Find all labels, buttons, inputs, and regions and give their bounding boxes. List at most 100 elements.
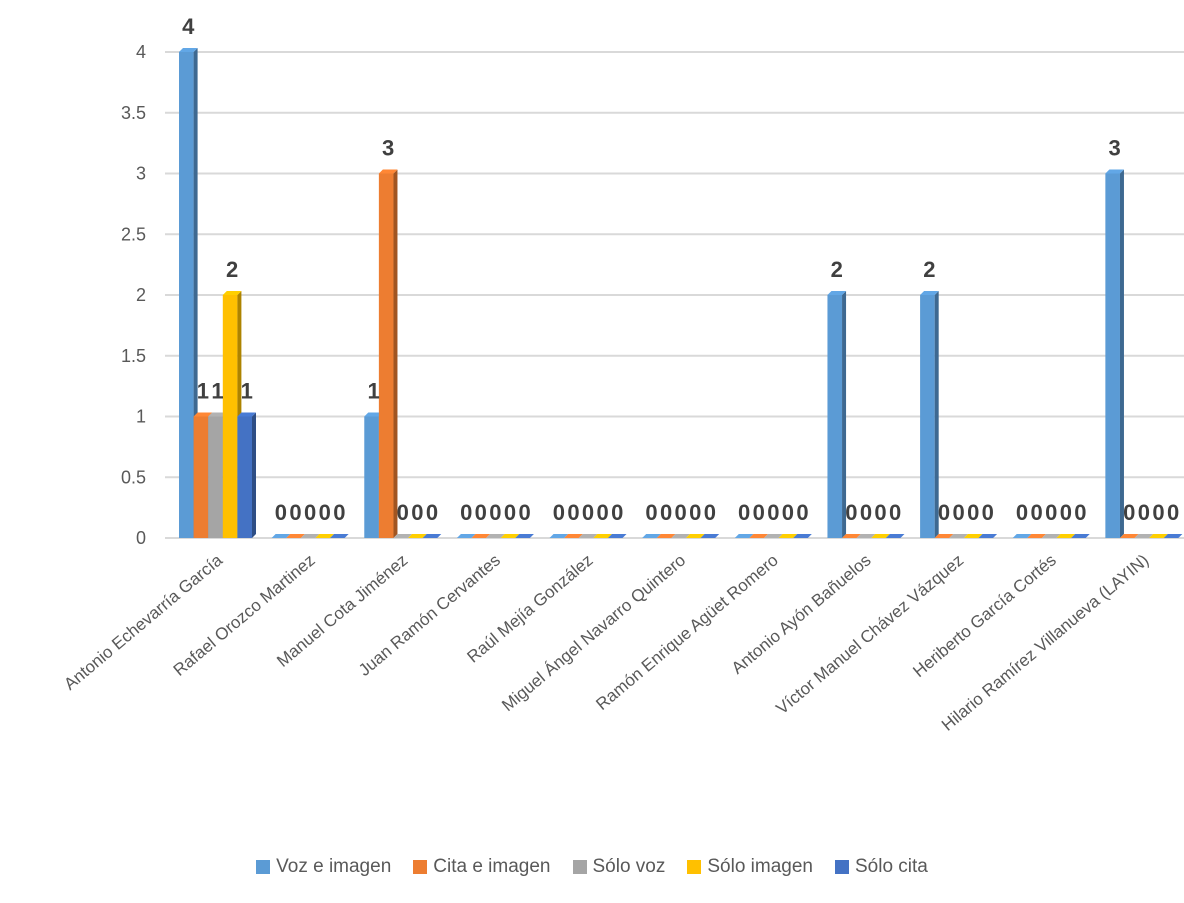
bar	[827, 291, 847, 538]
data-label: 0	[504, 500, 516, 525]
data-label: 0	[982, 500, 994, 525]
data-label: 0	[411, 500, 423, 525]
bar	[949, 534, 968, 538]
x-tick-label: Víctor Manuel Chávez Vázquez	[773, 551, 968, 719]
bar	[1163, 534, 1183, 538]
data-label: 0	[753, 500, 765, 525]
data-label: 0	[689, 500, 701, 525]
bar	[749, 534, 769, 538]
legend-swatch	[256, 860, 271, 874]
bar	[778, 534, 798, 538]
data-label: 2	[923, 257, 935, 282]
data-label: 1	[197, 379, 209, 404]
data-label: 0	[860, 500, 872, 525]
data-label: 0	[874, 500, 886, 525]
bar	[1105, 169, 1124, 538]
bar	[300, 534, 320, 538]
bar	[734, 534, 754, 538]
bar	[549, 534, 569, 538]
data-label: 0	[397, 500, 409, 525]
bar	[871, 534, 890, 538]
data-label: 2	[831, 257, 843, 282]
bar	[1012, 534, 1032, 538]
data-label: 0	[660, 500, 672, 525]
bar	[963, 534, 983, 538]
data-label: 0	[611, 500, 623, 525]
bar	[471, 534, 491, 538]
data-label: 0	[845, 500, 857, 525]
bar	[885, 534, 905, 538]
data-label: 0	[460, 500, 472, 525]
bars	[179, 48, 1183, 538]
data-label: 0	[319, 500, 331, 525]
bar	[1071, 534, 1090, 538]
legend-swatch	[835, 860, 849, 874]
bar	[1134, 534, 1154, 538]
data-label: 0	[567, 500, 579, 525]
data-label: 1	[241, 379, 253, 404]
bar	[486, 534, 505, 538]
bar	[271, 534, 291, 538]
bar	[1041, 534, 1061, 538]
legend-label: Sólo cita	[855, 856, 928, 877]
data-label: 4	[182, 14, 195, 39]
bar	[456, 534, 476, 538]
y-tick-label: 3.5	[121, 103, 146, 123]
data-label: 0	[1138, 500, 1150, 525]
y-tick-label: 2	[136, 285, 146, 305]
bar	[593, 534, 612, 538]
data-label: 0	[704, 500, 716, 525]
legend-label: Sólo voz	[592, 856, 666, 877]
y-axis-ticks: 0 0.5 1 1.5 2 2.5 3 3.5 4	[121, 42, 146, 548]
data-label: 0	[1031, 500, 1043, 525]
bar	[578, 534, 598, 538]
data-label: 1	[211, 379, 223, 404]
gridlines	[165, 51, 1184, 539]
data-label: 0	[767, 500, 779, 525]
legend-item: Sólo cita	[835, 856, 928, 878]
legend-swatch	[687, 860, 702, 874]
legend-label: Voz e imagen	[276, 856, 392, 877]
legend-label: Sólo imagen	[707, 856, 813, 877]
x-tick-label: Hilario Ramírez Villanueva (LAYIN)	[938, 551, 1152, 735]
bar	[378, 169, 398, 538]
data-label: 0	[489, 500, 501, 525]
data-label: 0	[597, 500, 609, 525]
bar	[564, 534, 583, 538]
legend-swatch	[413, 860, 428, 874]
data-label: 0	[782, 500, 794, 525]
data-label: 2	[226, 257, 238, 282]
data-label: 0	[275, 500, 287, 525]
legend-item: Voz e imagen	[256, 856, 391, 878]
data-label: 0	[645, 500, 657, 525]
data-label: 1	[367, 379, 379, 404]
data-label: 0	[1074, 500, 1086, 525]
bar	[1056, 534, 1076, 538]
bar	[685, 534, 705, 538]
data-label: 0	[1045, 500, 1057, 525]
x-tick-label: Ramón Enrique Agüet Romero	[592, 551, 782, 714]
bar	[920, 291, 939, 538]
y-tick-label: 0	[136, 528, 146, 548]
data-label: 0	[967, 500, 979, 525]
data-label: 0	[1060, 500, 1072, 525]
data-label: 0	[333, 500, 345, 525]
bar	[607, 534, 627, 538]
data-label: 0	[675, 500, 687, 525]
bar	[408, 534, 427, 538]
legend-label: Cita e imagen	[433, 856, 551, 877]
bar	[671, 534, 690, 538]
bar	[856, 534, 876, 538]
bar	[793, 534, 812, 538]
data-label: 0	[796, 500, 808, 525]
data-label: 0	[1152, 500, 1164, 525]
bar	[515, 534, 534, 538]
x-tick-label: Miguel Ángel Navarro Quintero	[498, 551, 689, 716]
data-label: 0	[1016, 500, 1028, 525]
data-label: 0	[952, 500, 964, 525]
data-label: 3	[382, 136, 394, 161]
bar	[237, 412, 256, 538]
